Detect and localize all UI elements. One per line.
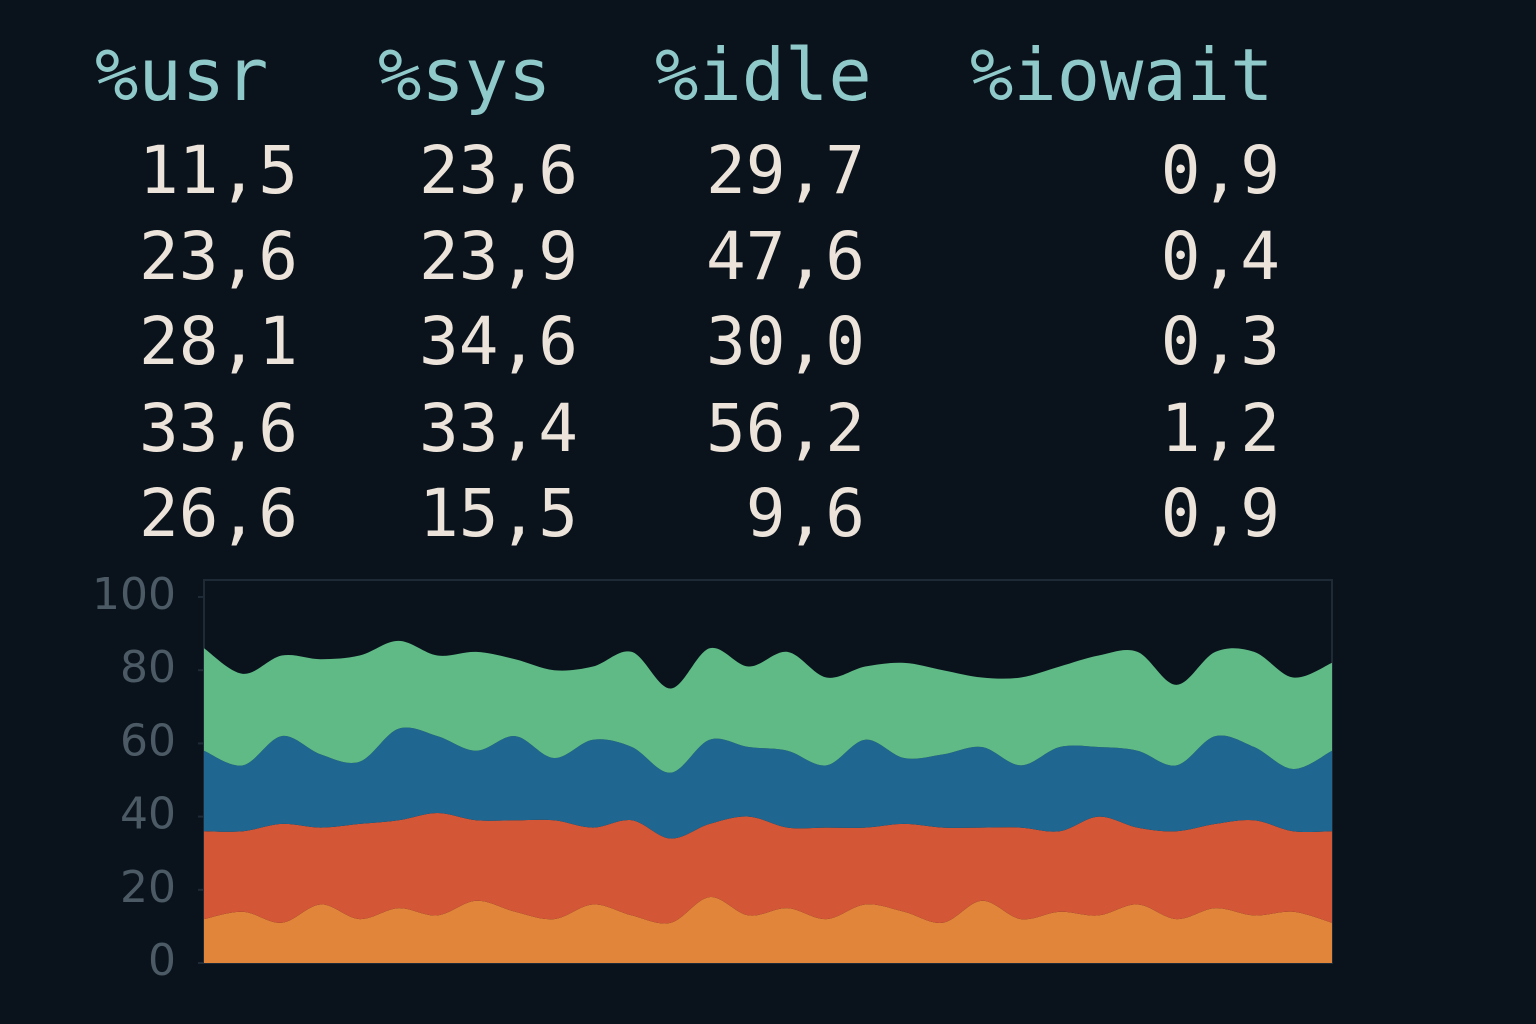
table-cell: 23,6 [419, 132, 578, 209]
table-cell: 0,3 [1161, 303, 1280, 380]
table-cell: 34,6 [419, 303, 578, 380]
table-cell: 1,2 [1161, 390, 1280, 467]
table-cell: 0,9 [1161, 132, 1280, 209]
area-layer [204, 727, 1332, 839]
area-layer [204, 812, 1332, 924]
y-tick-label: 20 [120, 862, 176, 913]
table-cell: 23,9 [419, 218, 578, 295]
column-header: %iowait [970, 33, 1273, 117]
area-layer [204, 640, 1332, 773]
y-tick-label: 60 [120, 715, 176, 766]
table-cell: 29,7 [706, 132, 865, 209]
y-tick-label: 40 [120, 789, 176, 840]
y-tick-label: 100 [92, 569, 176, 620]
column-header: %idle [655, 33, 872, 117]
table-cell: 23,6 [139, 218, 298, 295]
table-cell: 9,6 [746, 475, 865, 552]
table-cell: 11,5 [139, 132, 298, 209]
table-cell: 0,4 [1161, 218, 1280, 295]
table-cell: 30,0 [706, 303, 865, 380]
table-cell: 33,6 [139, 390, 298, 467]
table-cell: 15,5 [419, 475, 578, 552]
table-cell: 26,6 [139, 475, 298, 552]
column-header: %usr [95, 33, 268, 117]
table-cell: 28,1 [139, 303, 298, 380]
area-layer [204, 897, 1332, 963]
table-cell: 0,9 [1161, 475, 1280, 552]
table-cell: 33,4 [419, 390, 578, 467]
table-cell: 56,2 [706, 390, 865, 467]
column-header: %sys [378, 33, 551, 117]
y-tick-label: 80 [120, 642, 176, 693]
y-tick-label: 0 [148, 935, 176, 986]
table-cell: 47,6 [706, 218, 865, 295]
